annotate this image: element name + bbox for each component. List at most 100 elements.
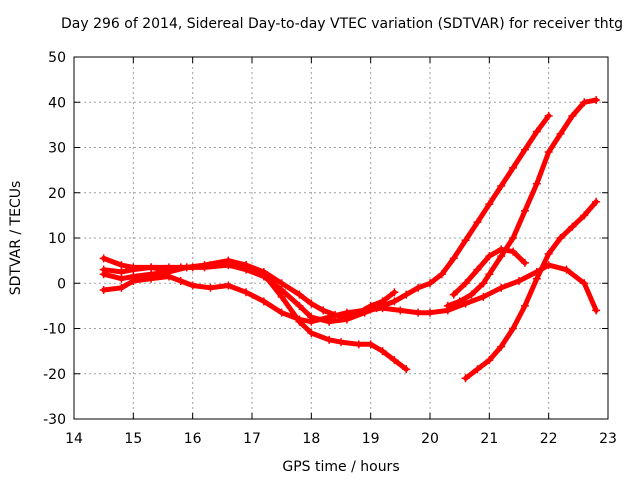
x-tick-label: 18 bbox=[302, 431, 320, 447]
data-point bbox=[402, 365, 411, 374]
data-point bbox=[129, 265, 138, 274]
series-line bbox=[445, 97, 599, 309]
data-point bbox=[509, 234, 518, 242]
data-point bbox=[99, 265, 108, 274]
data-point bbox=[532, 179, 541, 188]
chart-title: Day 296 of 2014, Sidereal Day-to-day VTE… bbox=[61, 16, 623, 32]
data-point bbox=[485, 200, 494, 209]
data-point bbox=[277, 308, 286, 317]
data-point bbox=[117, 283, 126, 292]
data-point bbox=[319, 306, 328, 315]
data-point bbox=[473, 218, 482, 227]
y-tick-label: 50 bbox=[48, 50, 66, 66]
data-point bbox=[580, 98, 589, 107]
data-point bbox=[455, 297, 464, 306]
data-point bbox=[461, 279, 470, 288]
data-point bbox=[426, 308, 434, 317]
data-point bbox=[147, 263, 156, 272]
data-point bbox=[485, 252, 494, 261]
data-point bbox=[402, 290, 411, 299]
data-point bbox=[426, 279, 434, 288]
data-point bbox=[390, 356, 399, 365]
x-tick-label: 17 bbox=[243, 431, 261, 447]
data-point bbox=[467, 290, 476, 299]
y-tick-label: 40 bbox=[48, 95, 66, 111]
data-point bbox=[544, 249, 553, 258]
data-point bbox=[437, 270, 446, 279]
data-point bbox=[188, 281, 197, 290]
data-point bbox=[307, 313, 316, 322]
data-point bbox=[520, 206, 529, 215]
data-point bbox=[242, 265, 251, 274]
data-point bbox=[532, 127, 541, 136]
data-point bbox=[277, 286, 286, 295]
data-point bbox=[485, 356, 494, 365]
data-point bbox=[520, 301, 529, 310]
data-point bbox=[497, 252, 506, 261]
data-point bbox=[295, 317, 304, 326]
series-track-7 bbox=[461, 197, 601, 383]
x-tick-label: 14 bbox=[65, 431, 83, 447]
data-point bbox=[580, 279, 589, 288]
series-layer bbox=[99, 95, 601, 383]
data-point bbox=[360, 308, 369, 317]
data-point bbox=[562, 265, 571, 274]
data-point bbox=[164, 263, 173, 272]
data-point bbox=[544, 111, 553, 120]
data-point bbox=[99, 286, 108, 295]
data-point bbox=[259, 297, 268, 306]
x-tick-label: 20 bbox=[421, 431, 439, 447]
y-tick-label: 20 bbox=[48, 186, 66, 202]
data-point bbox=[176, 276, 185, 285]
data-point bbox=[206, 283, 215, 292]
data-point bbox=[497, 283, 506, 292]
data-point bbox=[461, 236, 470, 245]
data-point bbox=[515, 276, 523, 285]
data-point bbox=[331, 310, 340, 319]
data-point bbox=[224, 281, 233, 290]
data-point bbox=[449, 290, 458, 299]
data-point bbox=[366, 340, 375, 349]
data-point bbox=[556, 234, 565, 242]
x-tick-label: 21 bbox=[480, 431, 498, 447]
data-point bbox=[390, 288, 399, 297]
data-point bbox=[461, 374, 470, 383]
x-axis-label: GPS time / hours bbox=[282, 459, 399, 475]
data-point bbox=[200, 263, 209, 272]
data-point bbox=[473, 365, 482, 374]
data-point bbox=[509, 247, 518, 256]
data-point bbox=[497, 245, 506, 254]
data-point bbox=[325, 335, 334, 344]
data-point bbox=[592, 95, 601, 104]
x-tick-label: 22 bbox=[540, 431, 558, 447]
data-point bbox=[117, 261, 126, 270]
data-point bbox=[485, 270, 494, 279]
data-point bbox=[520, 145, 529, 154]
y-tick-label: -10 bbox=[43, 322, 66, 338]
data-point bbox=[295, 301, 304, 310]
data-point bbox=[592, 306, 601, 315]
data-point bbox=[479, 292, 488, 301]
series-track-4 bbox=[99, 111, 553, 326]
x-tick-label: 23 bbox=[599, 431, 617, 447]
data-point bbox=[497, 181, 506, 190]
x-tick-label: 19 bbox=[362, 431, 380, 447]
data-point bbox=[259, 272, 268, 281]
data-point bbox=[117, 274, 126, 283]
data-point bbox=[396, 306, 405, 315]
data-point bbox=[414, 308, 423, 317]
data-point bbox=[592, 197, 601, 206]
data-point bbox=[117, 267, 126, 276]
ticks: 14 15 16 17 18 19 20 21 22 23 -30 -20 -10 0 10 20 30 40 50 bbox=[43, 50, 617, 447]
data-point bbox=[509, 324, 518, 333]
data-point bbox=[473, 265, 482, 274]
data-point bbox=[556, 129, 565, 138]
data-point bbox=[295, 290, 304, 299]
series-track-6 bbox=[449, 245, 529, 299]
data-point bbox=[449, 254, 458, 263]
data-point bbox=[378, 347, 387, 356]
data-point bbox=[497, 342, 506, 351]
x-tick-label: 15 bbox=[124, 431, 142, 447]
data-point bbox=[337, 338, 345, 347]
